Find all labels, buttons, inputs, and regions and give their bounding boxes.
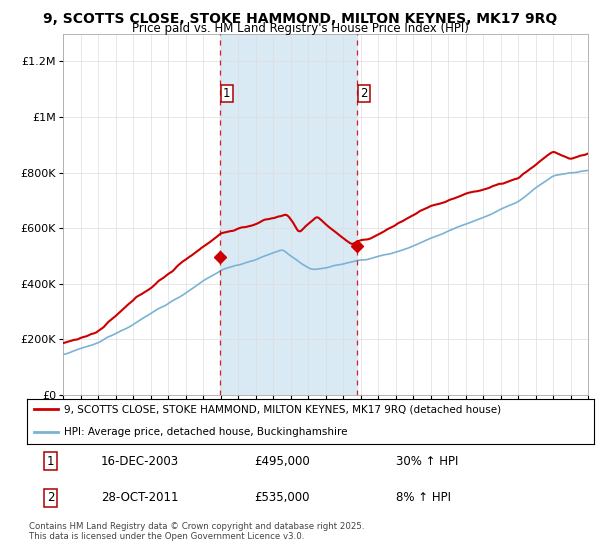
- Text: HPI: Average price, detached house, Buckinghamshire: HPI: Average price, detached house, Buck…: [64, 427, 347, 437]
- Bar: [220, 34, 358, 395]
- Text: 28-OCT-2011: 28-OCT-2011: [101, 491, 178, 504]
- Text: 2: 2: [47, 491, 55, 504]
- Text: 30% ↑ HPI: 30% ↑ HPI: [395, 455, 458, 468]
- Text: 2: 2: [361, 87, 368, 100]
- Text: Contains HM Land Registry data © Crown copyright and database right 2025.
This d: Contains HM Land Registry data © Crown c…: [29, 522, 364, 542]
- Text: Price paid vs. HM Land Registry's House Price Index (HPI): Price paid vs. HM Land Registry's House …: [131, 22, 469, 35]
- Text: 9, SCOTTS CLOSE, STOKE HAMMOND, MILTON KEYNES, MK17 9RQ (detached house): 9, SCOTTS CLOSE, STOKE HAMMOND, MILTON K…: [64, 404, 501, 414]
- Text: 16-DEC-2003: 16-DEC-2003: [101, 455, 179, 468]
- Text: 1: 1: [47, 455, 55, 468]
- Text: £495,000: £495,000: [254, 455, 310, 468]
- Text: £535,000: £535,000: [254, 491, 310, 504]
- Text: 9, SCOTTS CLOSE, STOKE HAMMOND, MILTON KEYNES, MK17 9RQ: 9, SCOTTS CLOSE, STOKE HAMMOND, MILTON K…: [43, 12, 557, 26]
- Text: 8% ↑ HPI: 8% ↑ HPI: [395, 491, 451, 504]
- Text: 1: 1: [223, 87, 230, 100]
